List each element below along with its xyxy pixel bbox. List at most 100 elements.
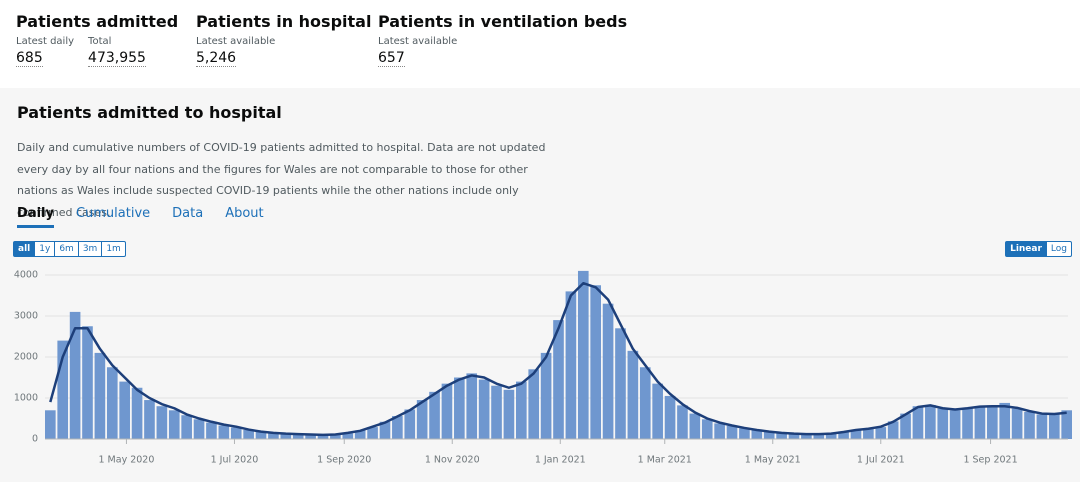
- bar: [763, 432, 775, 439]
- bar: [801, 434, 812, 439]
- chart: 0 1000 2000 3000 4000 1 May 2020 1 Jul 2020 1 S…: [14, 270, 1072, 466]
- metric-value[interactable]: 5,246: [196, 50, 237, 67]
- bar: [677, 405, 688, 439]
- bar: [639, 367, 651, 439]
- y-tick-label: 3000: [14, 311, 38, 322]
- bar: [887, 421, 899, 439]
- bar: [838, 432, 849, 439]
- card: Patients admitted to hospital Daily and …: [0, 88, 1080, 482]
- x-tick-label: 1 Jul 2021: [857, 455, 905, 466]
- bar: [949, 410, 961, 439]
- metric-item: Latest available 657: [378, 36, 457, 67]
- bar: [218, 425, 230, 439]
- bar: [1061, 410, 1072, 439]
- x-tick-label: 1 Sep 2021: [963, 455, 1017, 466]
- bar: [454, 377, 465, 439]
- bar: [243, 429, 254, 439]
- bar: [739, 428, 750, 439]
- bar: [292, 434, 304, 439]
- bar: [1024, 411, 1035, 439]
- bar: [106, 367, 118, 439]
- bar: [553, 320, 564, 439]
- range-button[interactable]: 6m: [54, 242, 78, 256]
- bar: [45, 410, 56, 439]
- bar: [602, 303, 614, 439]
- bar: [367, 427, 378, 439]
- bar: [317, 435, 329, 439]
- bar: [416, 400, 428, 439]
- bar: [875, 427, 887, 439]
- bar: [652, 383, 663, 439]
- bar: [689, 413, 701, 439]
- bar: [478, 379, 490, 439]
- metric-value[interactable]: 473,955: [88, 50, 146, 67]
- bar: [1036, 414, 1048, 439]
- bar: [144, 400, 155, 439]
- range-buttons: all 1y 6m 3m 1m: [13, 241, 126, 257]
- metric-items: Latest available 657: [378, 36, 627, 67]
- metric-label: Latest available: [378, 36, 458, 47]
- metric-label: Total: [88, 36, 112, 47]
- bar: [57, 340, 69, 439]
- metric-title: Patients in hospital: [196, 12, 372, 31]
- bar: [94, 352, 106, 439]
- bar: [230, 427, 242, 439]
- bar: [392, 416, 403, 439]
- range-button[interactable]: all: [14, 242, 35, 256]
- metric-value[interactable]: 685: [16, 50, 43, 67]
- x-tick-label: 1 May 2020: [98, 455, 154, 466]
- x-tick-label: 1 Nov 2020: [425, 455, 480, 466]
- bar: [937, 408, 949, 439]
- x-tick-label: 1 Jul 2020: [211, 455, 259, 466]
- card-title: Patients admitted to hospital: [17, 103, 282, 122]
- bar: [441, 383, 453, 439]
- bar: [751, 430, 763, 439]
- metric-item: Total 473,955: [88, 36, 146, 67]
- range-button[interactable]: 3m: [77, 242, 102, 256]
- bar: [565, 291, 577, 439]
- metric-title: Patients in ventilation beds: [378, 12, 628, 31]
- bar: [627, 350, 639, 439]
- scale-button[interactable]: Log: [1045, 242, 1071, 256]
- description: Daily and cumulative numbers of COVID-19…: [17, 141, 546, 219]
- scale-button[interactable]: Linear: [1006, 242, 1046, 256]
- bar: [1011, 408, 1023, 439]
- bar: [131, 387, 143, 439]
- bar: [900, 413, 911, 439]
- bar: [974, 406, 986, 439]
- tab[interactable]: About: [225, 206, 264, 221]
- bar: [268, 433, 279, 439]
- bar: [69, 311, 81, 439]
- range-button[interactable]: 1y: [34, 242, 54, 256]
- bar: [404, 409, 416, 439]
- bar: [664, 395, 676, 439]
- metric-items: Latest available 5,246: [196, 36, 371, 67]
- bar: [503, 389, 515, 439]
- bar: [181, 415, 192, 439]
- y-tick-label: 2000: [14, 352, 38, 363]
- x-tick-label: 1 Mar 2021: [638, 455, 692, 466]
- metric-label: Latest available: [196, 36, 276, 47]
- bar: [193, 419, 205, 439]
- metric-item: Latest available 5,246: [196, 36, 275, 67]
- x-tick-label: 1 May 2021: [745, 455, 801, 466]
- bar: [701, 419, 713, 439]
- bar: [528, 369, 540, 439]
- bar: [863, 428, 874, 439]
- bar: [82, 326, 93, 439]
- tab[interactable]: Cumulative: [75, 206, 151, 221]
- average-line: [49, 281, 1067, 437]
- range-button[interactable]: 1m: [101, 242, 125, 256]
- bar: [305, 434, 316, 439]
- bar: [615, 328, 626, 439]
- metric-value[interactable]: 657: [378, 50, 405, 67]
- bar: [330, 434, 341, 439]
- bar: [168, 410, 180, 439]
- x-tick-label: 1 Sep 2020: [317, 455, 371, 466]
- tab[interactable]: Data: [172, 206, 204, 221]
- bar: [577, 270, 589, 439]
- bar: [354, 430, 366, 439]
- bar: [726, 425, 738, 439]
- tab[interactable]: Daily: [17, 206, 54, 228]
